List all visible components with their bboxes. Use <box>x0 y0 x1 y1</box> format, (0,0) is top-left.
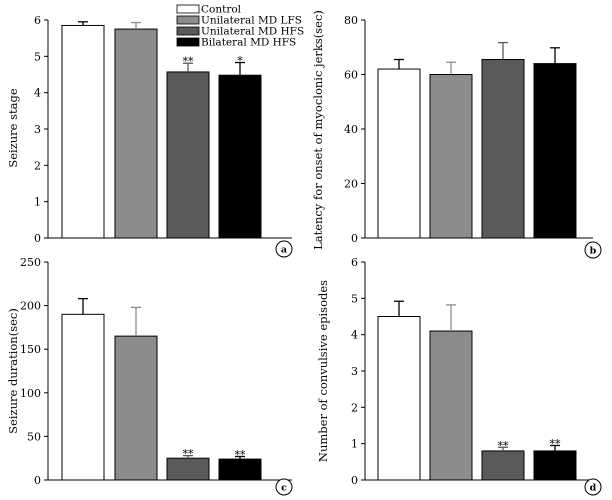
panel-b-ylabel: Latency for onset of myoclonic jerks(sec… <box>311 10 325 250</box>
bar-bilateral-hfs <box>533 450 577 481</box>
y-tick-label: 1 <box>351 438 358 451</box>
y-tick-label: 60 <box>344 69 358 82</box>
bar-unilateral-hfs <box>481 450 525 481</box>
y-tick-label: 20 <box>344 178 358 191</box>
y-tick-label: 40 <box>344 123 358 136</box>
legend: Control Unilateral MD LFS Unilateral MD … <box>176 4 304 49</box>
panel-a-letter-badge <box>275 240 293 258</box>
significance-marker: ** <box>183 448 195 461</box>
panel-b-bars <box>377 41 577 239</box>
legend-swatch-unilateral-hfs <box>176 26 200 36</box>
bar-unilateral-lfs <box>114 335 158 481</box>
panel-a-bars: ** * <box>61 21 262 239</box>
legend-label-unilateral-lfs: Unilateral MD LFS <box>201 15 302 27</box>
y-tick-label: 5 <box>351 292 358 305</box>
y-tick-label: 0 <box>34 232 41 245</box>
y-tick-label: 100 <box>20 387 41 400</box>
bar-bilateral-hfs <box>533 63 577 239</box>
significance-marker: ** <box>498 439 510 452</box>
y-tick-label: 0 <box>34 474 41 487</box>
bar-control <box>377 316 421 481</box>
bar-bilateral-hfs <box>218 74 262 239</box>
y-tick-label: 50 <box>27 430 41 443</box>
panel-a-yticks: 0 1 2 3 4 5 6 <box>34 14 48 245</box>
y-tick-label: 80 <box>344 14 358 27</box>
y-tick-label: 3 <box>351 365 358 378</box>
panel-b-letter-badge <box>584 241 602 259</box>
bar-control <box>377 68 421 239</box>
bar-unilateral-lfs <box>114 28 158 239</box>
y-tick-label: 0 <box>351 474 358 487</box>
panel-d-yticks: 0 1 2 3 4 5 6 <box>351 256 365 487</box>
panel-d-ylabel: Number of convulsive episodes <box>316 280 330 462</box>
significance-marker: ** <box>183 55 195 68</box>
legend-swatch-bilateral-hfs <box>176 37 200 47</box>
y-tick-label: 4 <box>34 87 41 100</box>
y-tick-label: 150 <box>20 343 41 356</box>
bar-control <box>61 313 105 481</box>
bar-unilateral-hfs <box>166 457 210 481</box>
panel-c-ylabel: Seizure duration(sec) <box>6 308 20 434</box>
bar-bilateral-hfs <box>218 458 262 481</box>
y-tick-label: 2 <box>351 401 358 414</box>
panel-b: Latency for onset of myoclonic jerks(sec… <box>311 10 602 259</box>
legend-label-bilateral-hfs: Bilateral MD HFS <box>201 37 296 49</box>
y-tick-label: 6 <box>351 256 358 269</box>
significance-marker: ** <box>235 448 247 461</box>
panel-b-yticks: 0 20 40 60 80 <box>344 14 365 245</box>
panel-c-letter-badge <box>275 478 293 496</box>
panel-c-yticks: 0 50 100 150 200 250 <box>20 256 48 487</box>
y-tick-label: 4 <box>351 329 358 342</box>
bar-control <box>61 24 105 239</box>
panel-d-letter: d <box>590 483 597 494</box>
legend-swatch-unilateral-lfs <box>176 15 200 25</box>
y-tick-label: 5 <box>34 50 41 63</box>
panel-c-letter: c <box>281 483 287 494</box>
y-tick-label: 1 <box>34 196 41 209</box>
y-tick-label: 250 <box>20 256 41 269</box>
panel-b-letter: b <box>590 246 597 257</box>
y-tick-label: 0 <box>351 232 358 245</box>
y-tick-label: 2 <box>34 159 41 172</box>
panel-d: Number of convulsive episodes 0 1 2 3 4 5 6 **… <box>316 256 602 496</box>
significance-marker: * <box>237 55 243 68</box>
bar-unilateral-hfs <box>481 59 525 239</box>
legend-label-control: Control <box>201 4 242 16</box>
y-tick-label: 3 <box>34 123 41 136</box>
panel-d-bars: ** ** <box>377 300 577 481</box>
bar-unilateral-lfs <box>429 330 473 481</box>
legend-swatch-control <box>176 4 200 14</box>
panel-a-letter: a <box>281 245 287 256</box>
panel-c-bars: ** ** <box>61 297 262 481</box>
panel-d-letter-badge <box>584 478 602 496</box>
panel-a-ylabel: Seizure stage <box>6 88 20 168</box>
panel-c: Seizure duration(sec) 0 50 100 150 200 250 **… <box>6 256 293 496</box>
legend-label-unilateral-hfs: Unilateral MD HFS <box>201 26 304 38</box>
significance-marker: ** <box>550 437 562 450</box>
bar-unilateral-hfs <box>166 71 210 239</box>
bar-unilateral-lfs <box>429 74 473 239</box>
y-tick-label: 6 <box>34 14 41 27</box>
y-tick-label: 200 <box>20 300 41 313</box>
